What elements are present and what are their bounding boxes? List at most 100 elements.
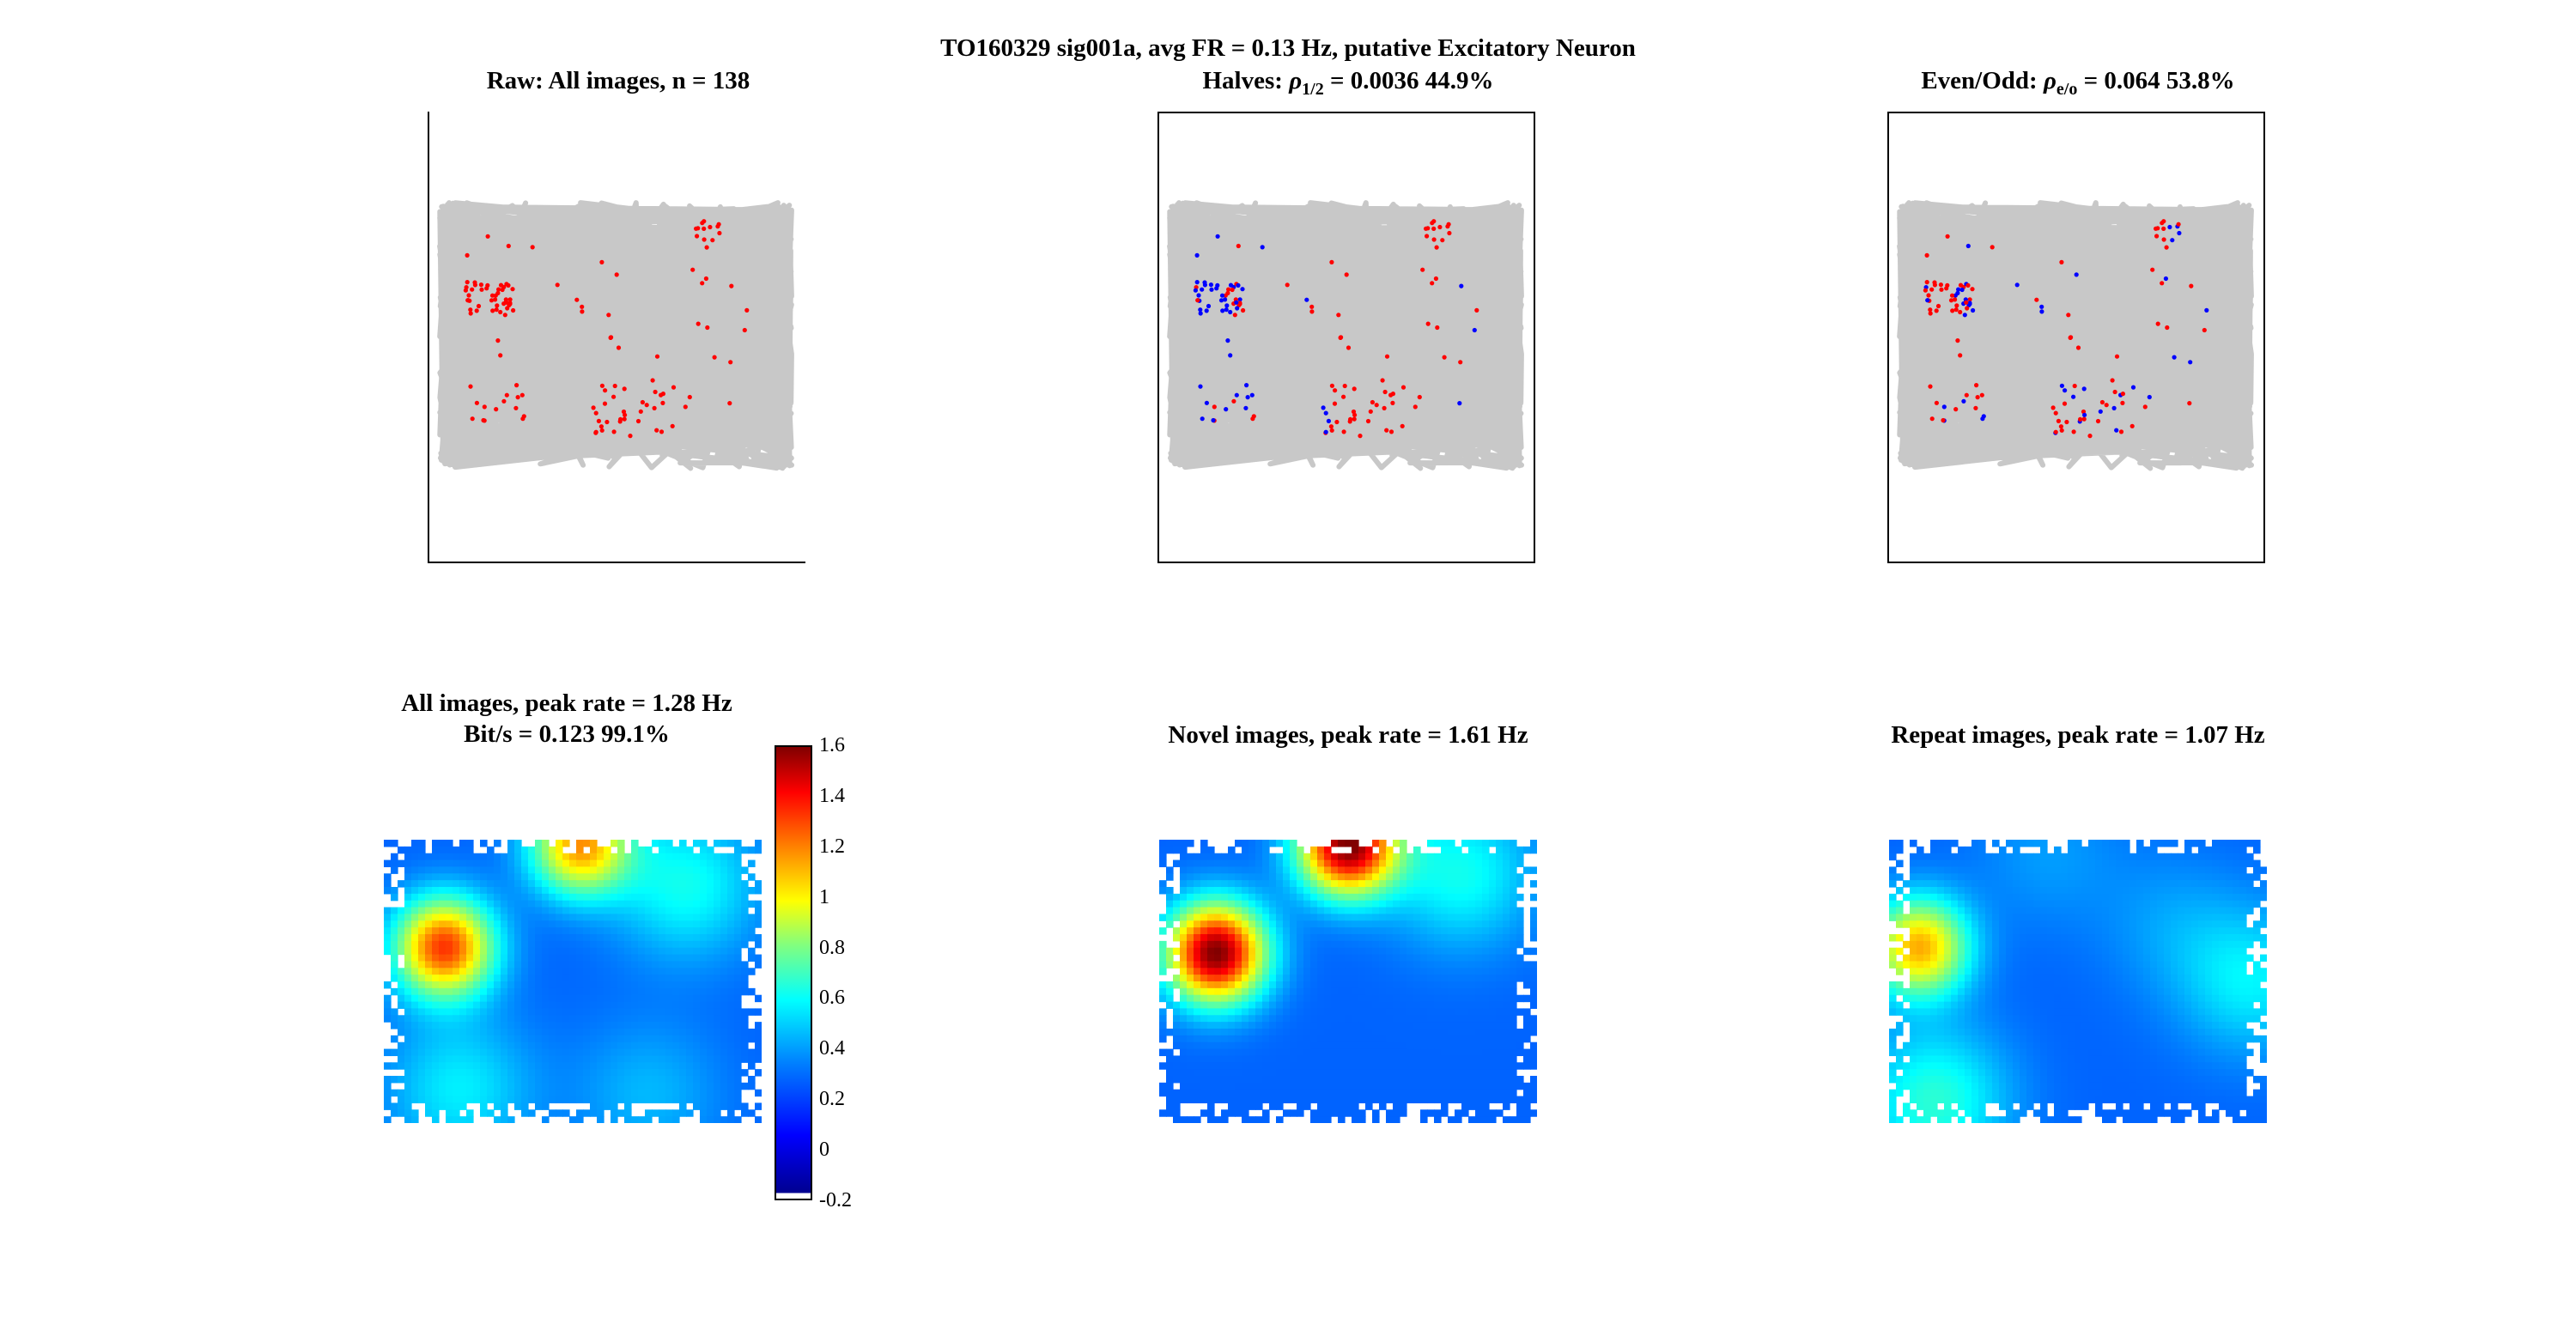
heatmap-cell — [556, 954, 563, 962]
heatmap-cell — [1944, 846, 1952, 854]
heatmap-cell — [1166, 907, 1174, 915]
heatmap-cell — [1242, 840, 1249, 847]
heatmap-cell — [1262, 866, 1270, 874]
heatmap-cell — [741, 887, 749, 895]
heatmap-cell — [1530, 1109, 1537, 1117]
heatmap-cell — [562, 1048, 570, 1057]
heatmap-cell — [1345, 940, 1352, 949]
heatmap-cell — [521, 1008, 529, 1016]
raw-axes — [428, 112, 805, 563]
heatmap-cell — [1386, 1041, 1394, 1050]
heatmap-cell — [1386, 853, 1394, 861]
heatmap-cell — [665, 914, 673, 921]
heatmap-cell — [1475, 954, 1483, 962]
heatmap-cell — [1503, 1048, 1510, 1057]
heatmap-cell — [576, 1022, 584, 1029]
heatmap-cell — [425, 866, 433, 874]
spike-point — [1925, 298, 1930, 303]
heatmap-cell — [2006, 840, 2014, 847]
heatmap-cell — [755, 1022, 762, 1029]
heatmap-cell — [1393, 961, 1400, 969]
heatmap-cell — [2102, 853, 2110, 861]
heatmap-cell — [1434, 1029, 1442, 1036]
heatmap-cell — [590, 920, 598, 928]
heatmap-cell — [1173, 907, 1181, 915]
heatmap-cell — [1978, 859, 1986, 868]
heatmap-cell — [693, 1082, 701, 1090]
heatmap-cell — [569, 961, 577, 969]
heatmap-cell — [1207, 914, 1215, 921]
heatmap-cell — [487, 1022, 495, 1029]
heatmap-cell — [741, 866, 749, 874]
heatmap-cell — [1496, 975, 1504, 982]
heatmap-cell — [2219, 873, 2227, 881]
heatmap-cell — [631, 927, 639, 935]
heatmap-cell — [1530, 947, 1537, 956]
spike-point — [1212, 404, 1217, 410]
heatmap-cell — [1352, 940, 1359, 949]
heatmap-cell — [411, 1041, 419, 1050]
spike-point — [1970, 287, 1975, 292]
heatmap-cell — [1290, 1089, 1297, 1097]
heatmap-cell — [1221, 1041, 1229, 1050]
heatmap-cell — [665, 1035, 673, 1043]
heatmap-cell — [686, 1015, 694, 1023]
heatmap-cell — [1510, 934, 1517, 942]
heatmap-cell — [1303, 1076, 1311, 1084]
heatmap-cell — [1310, 853, 1318, 861]
heatmap-cell — [1194, 1022, 1201, 1029]
heatmap-cell — [590, 846, 598, 854]
heatmap-cell — [741, 907, 749, 915]
spike-point — [1953, 407, 1959, 412]
heatmap-cell — [1530, 987, 1537, 996]
heatmap-cell — [576, 934, 584, 942]
heatmap-cell — [1194, 1089, 1201, 1097]
heatmap-cell — [597, 1055, 605, 1063]
heatmap-cell — [556, 840, 563, 847]
heatmap-cell — [597, 1076, 605, 1084]
heatmap-cell — [1413, 927, 1421, 935]
heatmap-cell — [1297, 846, 1304, 854]
heatmap-cell — [741, 975, 749, 982]
heatmap-cell — [501, 1029, 508, 1036]
heatmap-cell — [1482, 859, 1490, 868]
heatmap-cell — [1358, 987, 1366, 996]
heatmap-cell — [487, 987, 495, 996]
spike-point — [1938, 282, 1943, 288]
heatmap-cell — [542, 873, 550, 881]
heatmap-cell — [700, 1116, 708, 1123]
heatmap-cell — [1372, 994, 1380, 1003]
heatmap-cell — [1372, 1029, 1380, 1036]
heatmap-cell — [583, 947, 591, 956]
heatmap-cell — [528, 1089, 536, 1097]
heatmap-cell — [1400, 975, 1407, 982]
heatmap-cell — [411, 1089, 419, 1097]
heatmap-cell — [1434, 981, 1442, 989]
heatmap-cell — [1352, 1109, 1359, 1117]
heatmap-cell — [748, 1055, 756, 1063]
heatmap-cell — [1255, 1035, 1263, 1043]
heatmap-cell — [1242, 880, 1249, 888]
heatmap-cell — [501, 887, 508, 895]
heatmap-cell — [507, 968, 515, 975]
heatmap-cell — [1262, 840, 1270, 847]
heatmap-cell — [638, 914, 646, 921]
heatmap-cell — [727, 968, 735, 975]
heatmap-cell — [679, 1035, 687, 1043]
heatmap-cell — [480, 1029, 488, 1036]
heatmap-cell — [1228, 1015, 1236, 1023]
heatmap-cell — [1420, 887, 1428, 895]
heatmap-cell — [1159, 947, 1167, 956]
heatmap-cell — [652, 880, 659, 888]
heatmap-cell — [1475, 846, 1483, 854]
spike-point — [1223, 297, 1228, 302]
heatmap-cell — [665, 866, 673, 874]
heatmap-cell — [659, 873, 666, 881]
heatmap-cell — [1310, 873, 1318, 881]
heatmap-cell — [1297, 975, 1304, 982]
heatmap-cell — [425, 907, 433, 915]
heatmap-cell — [1249, 887, 1256, 895]
heatmap-cell — [1303, 880, 1311, 888]
heatmap-cell — [1420, 1082, 1428, 1090]
heatmap-cell — [1276, 1035, 1284, 1043]
